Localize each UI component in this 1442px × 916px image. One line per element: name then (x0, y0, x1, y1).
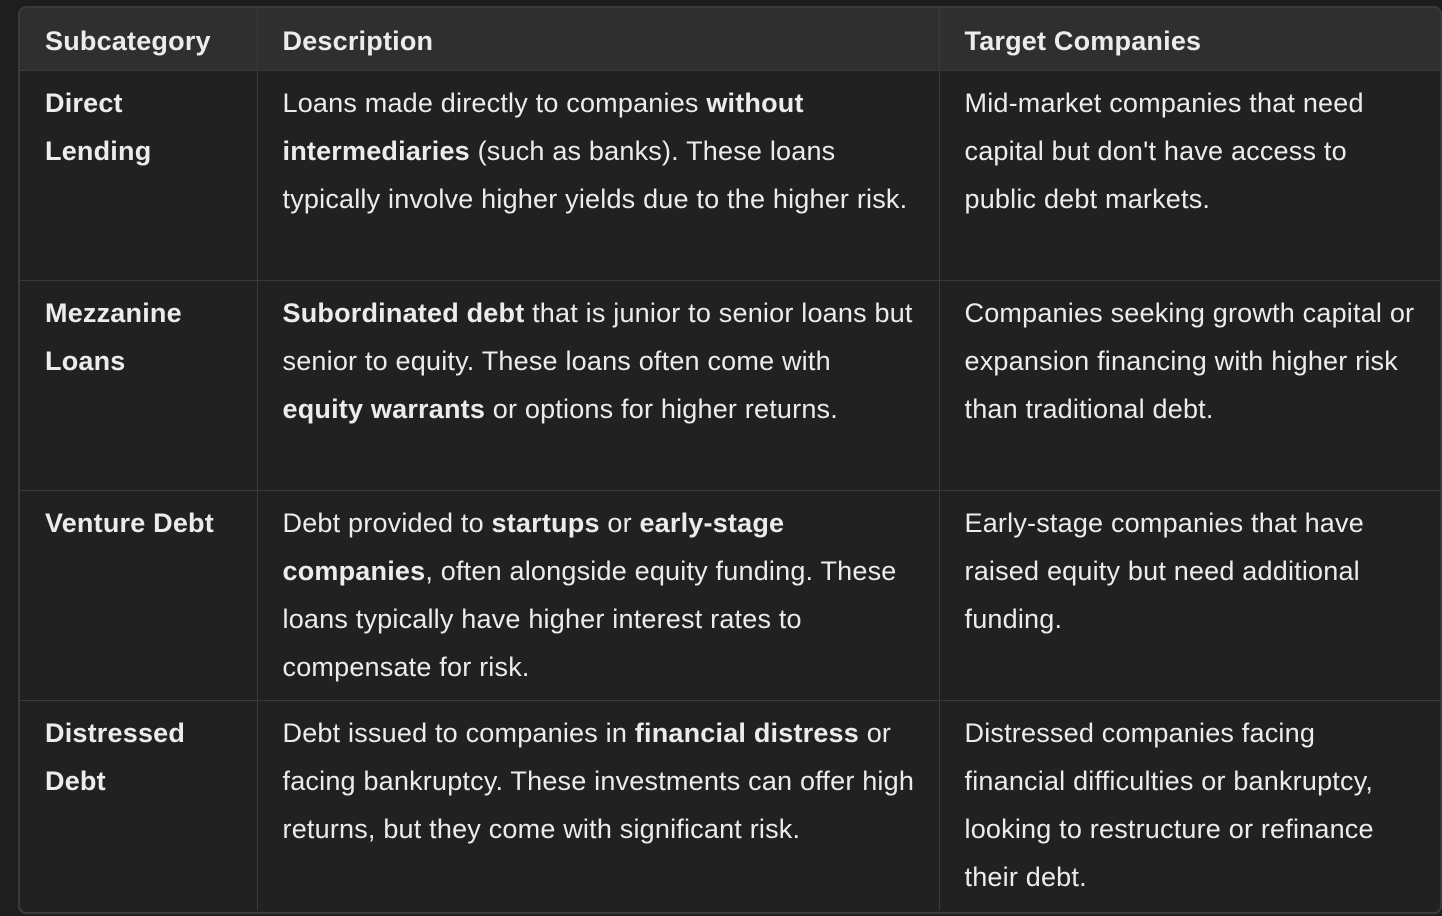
description-segment: Loans made directly to companies (282, 87, 707, 118)
description-segment-bold: without intermediaries (282, 87, 804, 166)
cell-description: Debt provided to startups or early-stage… (256, 489, 940, 701)
description-segment-bold: early-stage companies (282, 507, 785, 586)
cell-target-companies: Distressed companies facing financial di… (938, 699, 1440, 910)
description-segment: or options for higher returns. (485, 393, 838, 424)
cell-description: Loans made directly to companies without… (256, 69, 940, 281)
description-segment: , often alongside equity funding. These … (282, 555, 897, 682)
description-segment: or (599, 507, 640, 538)
cell-target-companies: Mid-market companies that need capital b… (938, 69, 1440, 281)
cell-target-companies: Early-stage companies that have raised e… (938, 489, 1440, 701)
table-header-row: Subcategory Description Target Companies (20, 8, 1440, 71)
debt-subcategory-table: Subcategory Description Target Companies… (18, 6, 1442, 914)
cell-subcategory: Distressed Debt (20, 699, 258, 910)
description-segment: Debt provided to (282, 507, 492, 538)
header-target-companies: Target Companies (938, 8, 1440, 71)
table-row: Mezzanine Loans Subordinated debt that i… (20, 279, 1440, 491)
cell-subcategory: Direct Lending (20, 69, 258, 281)
table-row: Distressed Debt Debt issued to companies… (20, 699, 1440, 910)
cell-description: Subordinated debt that is junior to seni… (256, 279, 940, 491)
description-segment-bold: Subordinated debt (282, 297, 525, 328)
cell-target-companies: Companies seeking growth capital or expa… (938, 279, 1440, 491)
header-description: Description (256, 8, 940, 71)
cell-subcategory: Mezzanine Loans (20, 279, 258, 491)
table-row: Direct Lending Loans made directly to co… (20, 69, 1440, 281)
cell-subcategory: Venture Debt (20, 489, 258, 701)
description-segment-bold: financial distress (634, 717, 859, 748)
description-segment: Debt issued to companies in (282, 717, 635, 748)
header-subcategory: Subcategory (20, 8, 258, 71)
description-segment: (such as banks). These loans typically i… (282, 135, 908, 214)
table-row: Venture Debt Debt provided to startups o… (20, 489, 1440, 701)
description-segment-bold: equity warrants (282, 393, 486, 424)
description-segment: or facing bankruptcy. These investments … (282, 717, 915, 844)
cell-description: Debt issued to companies in financial di… (256, 699, 940, 910)
data-table: Subcategory Description Target Companies… (20, 8, 1440, 910)
description-segment: that is junior to senior loans but senio… (282, 297, 913, 376)
description-segment-bold: startups (491, 507, 600, 538)
